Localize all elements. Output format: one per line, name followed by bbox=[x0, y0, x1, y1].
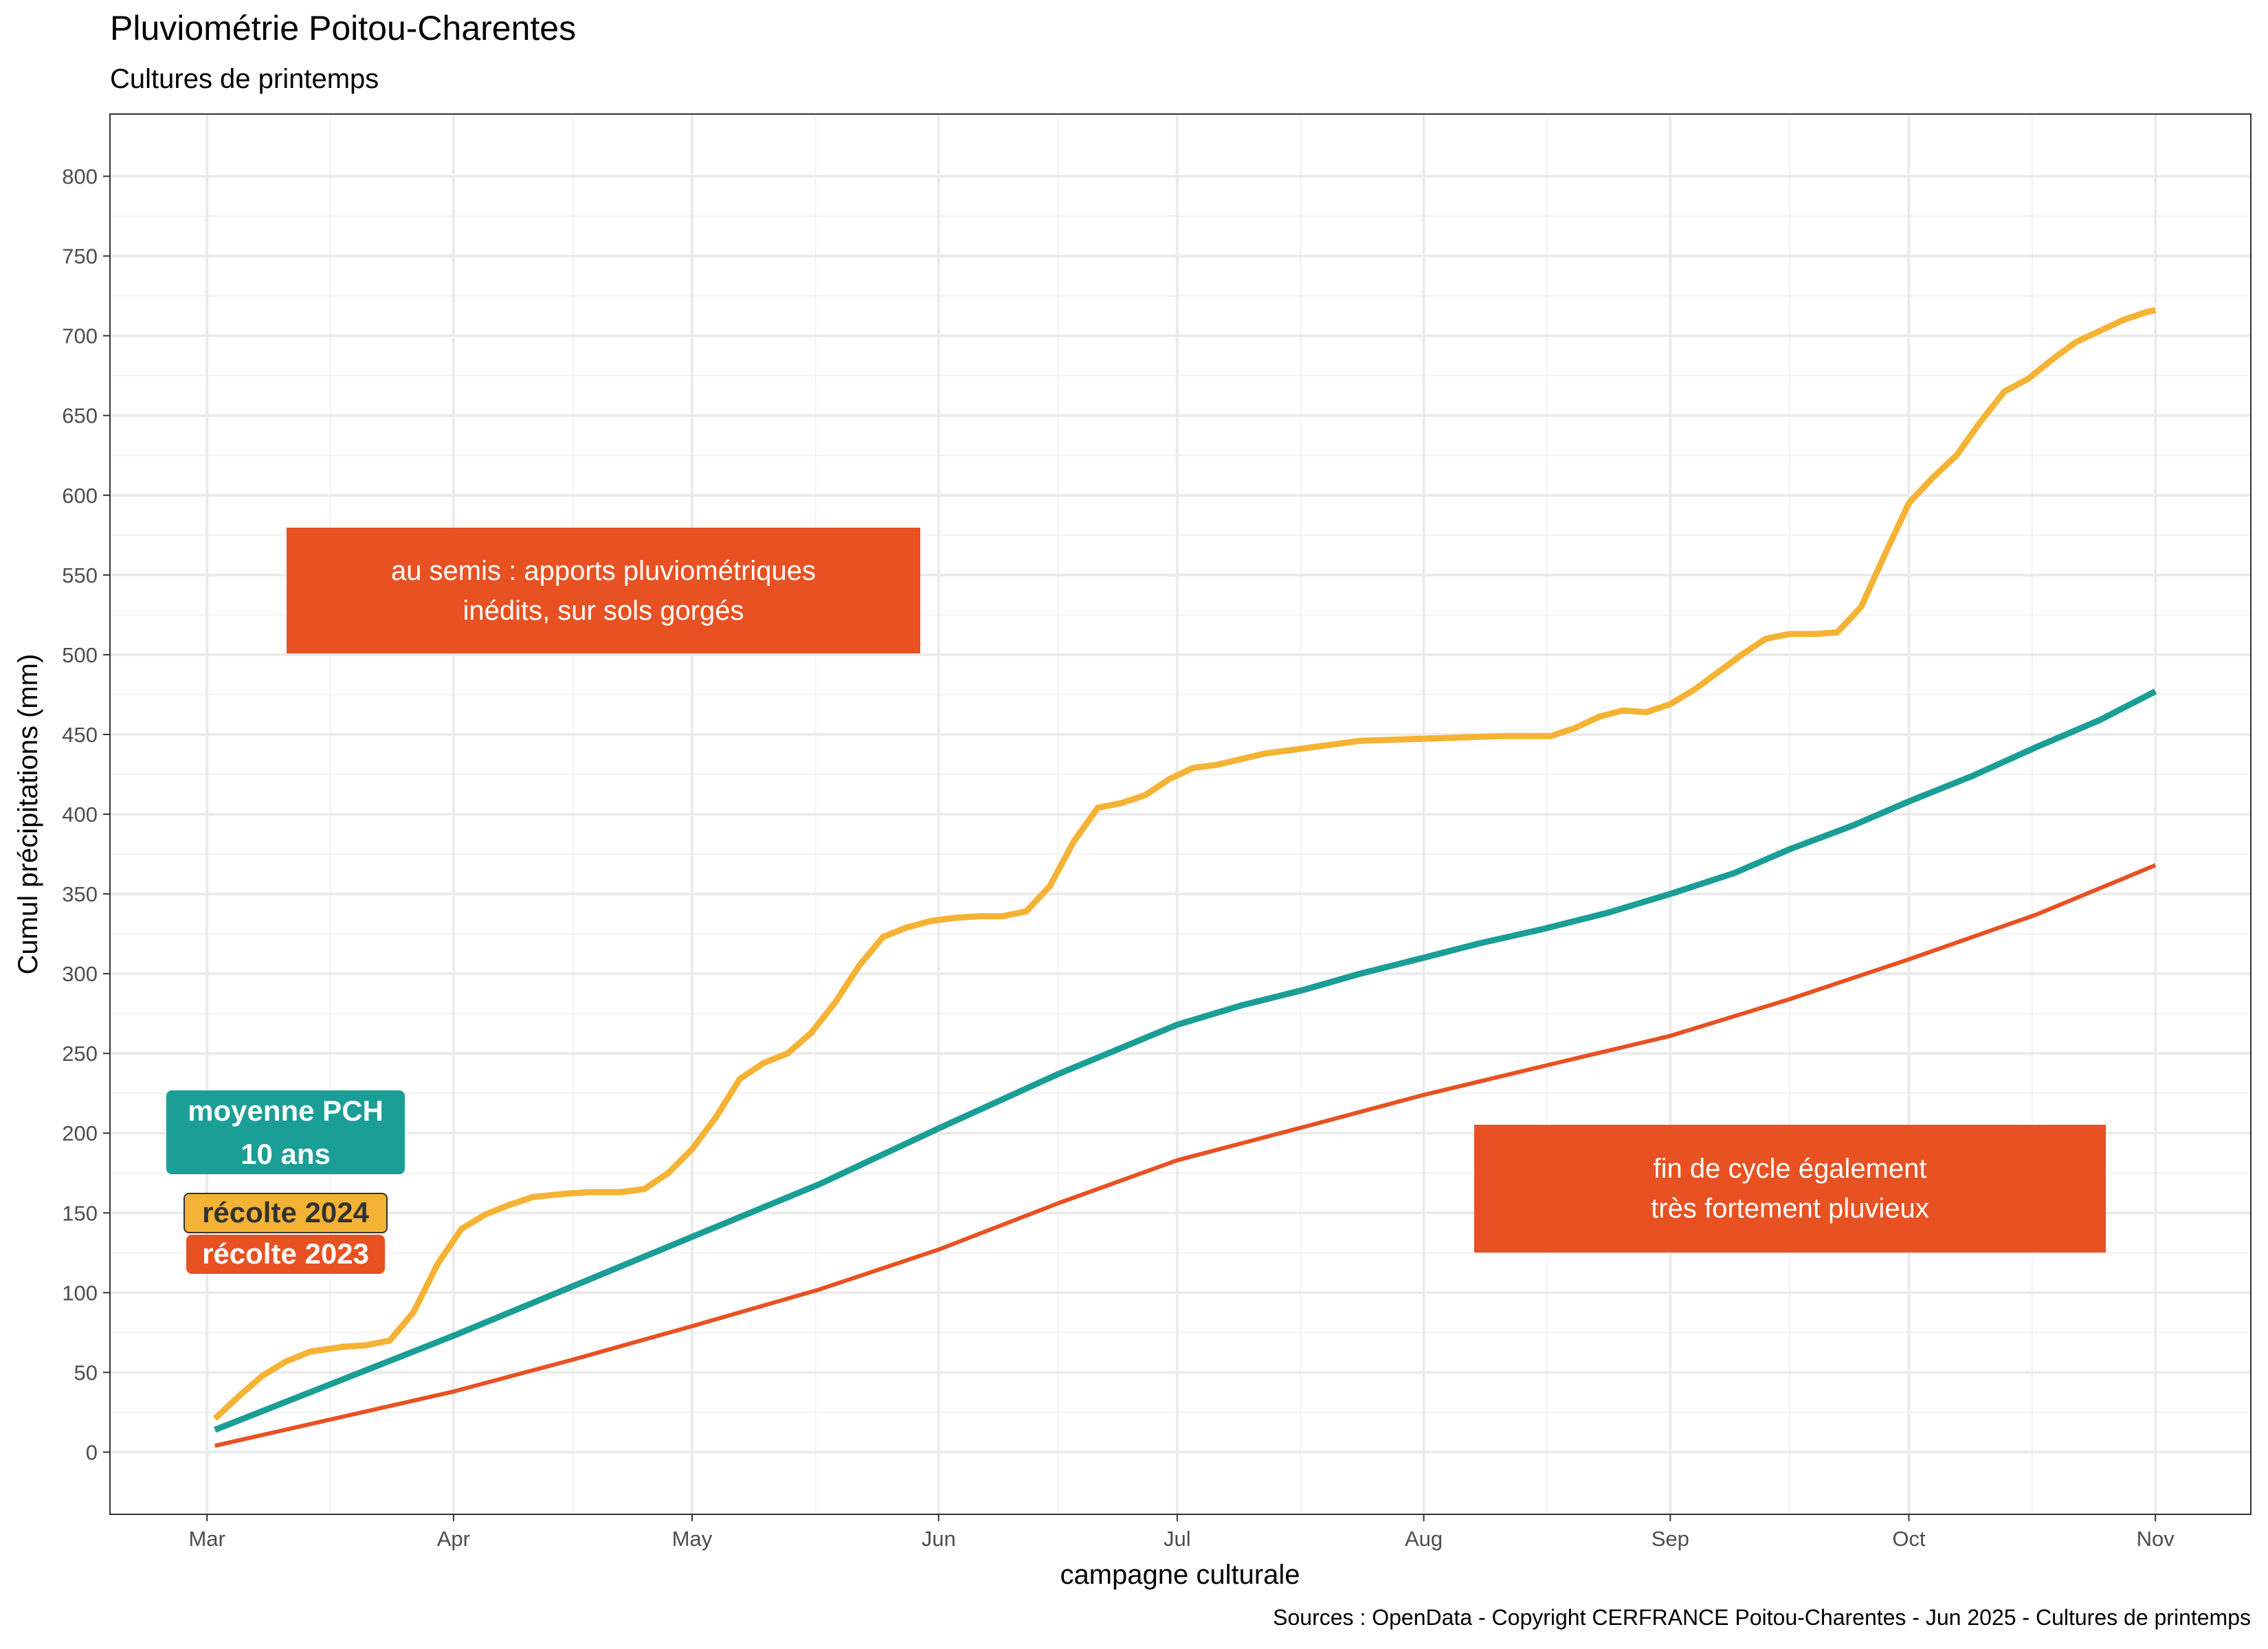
legend-label: récolte 2023 bbox=[186, 1235, 385, 1274]
annotation: au semis : apports pluviométriques inédi… bbox=[287, 528, 920, 653]
chart-title: Pluviométrie Poitou-Charentes bbox=[110, 9, 576, 47]
series-line bbox=[214, 688, 2157, 1433]
y-tick-label: 250 bbox=[62, 1042, 98, 1066]
y-tick-label: 800 bbox=[62, 165, 98, 189]
x-tick-label: Sep bbox=[1652, 1527, 1689, 1551]
y-tick-label: 450 bbox=[62, 723, 98, 747]
series-line bbox=[214, 863, 2157, 1448]
x-tick-label: Aug bbox=[1405, 1527, 1443, 1551]
caption: Sources : OpenData - Copyright CERFRANCE… bbox=[1273, 1605, 2251, 1630]
x-axis-label: campagne culturale bbox=[1060, 1560, 1300, 1590]
x-tick-label: May bbox=[672, 1527, 713, 1551]
series-line bbox=[212, 307, 2157, 1422]
y-tick-label: 500 bbox=[62, 643, 98, 667]
legend-label: moyenne PCH 10 ans bbox=[166, 1090, 405, 1174]
y-tick-label: 750 bbox=[62, 245, 98, 269]
y-tick-label: 600 bbox=[62, 484, 98, 508]
x-tick-label: Jun bbox=[922, 1527, 956, 1551]
y-tick-label: 650 bbox=[62, 404, 98, 428]
x-tick-label: Oct bbox=[1892, 1527, 1926, 1551]
annotation: fin de cycle également très fortement pl… bbox=[1474, 1125, 2106, 1253]
y-tick-label: 550 bbox=[62, 563, 98, 587]
chart-subtitle: Cultures de printemps bbox=[110, 64, 379, 94]
x-tick-label: Mar bbox=[188, 1527, 225, 1551]
y-tick-label: 50 bbox=[74, 1360, 98, 1384]
y-tick-label: 0 bbox=[86, 1440, 98, 1464]
y-tick-label: 350 bbox=[62, 882, 98, 906]
y-tick-label: 700 bbox=[62, 324, 98, 348]
y-tick-label: 400 bbox=[62, 803, 98, 827]
y-tick-label: 300 bbox=[62, 962, 98, 986]
y-axis-label: Cumul précipitations (mm) bbox=[13, 654, 43, 975]
x-tick-label: Apr bbox=[437, 1527, 470, 1551]
y-tick-label: 150 bbox=[62, 1201, 98, 1225]
x-tick-label: Jul bbox=[1164, 1527, 1191, 1551]
legend-label: récolte 2024 bbox=[184, 1193, 388, 1233]
x-tick-label: Nov bbox=[2137, 1527, 2175, 1551]
y-tick-label: 100 bbox=[62, 1281, 98, 1305]
y-tick-label: 200 bbox=[62, 1121, 98, 1145]
panel-border bbox=[109, 113, 2252, 1515]
